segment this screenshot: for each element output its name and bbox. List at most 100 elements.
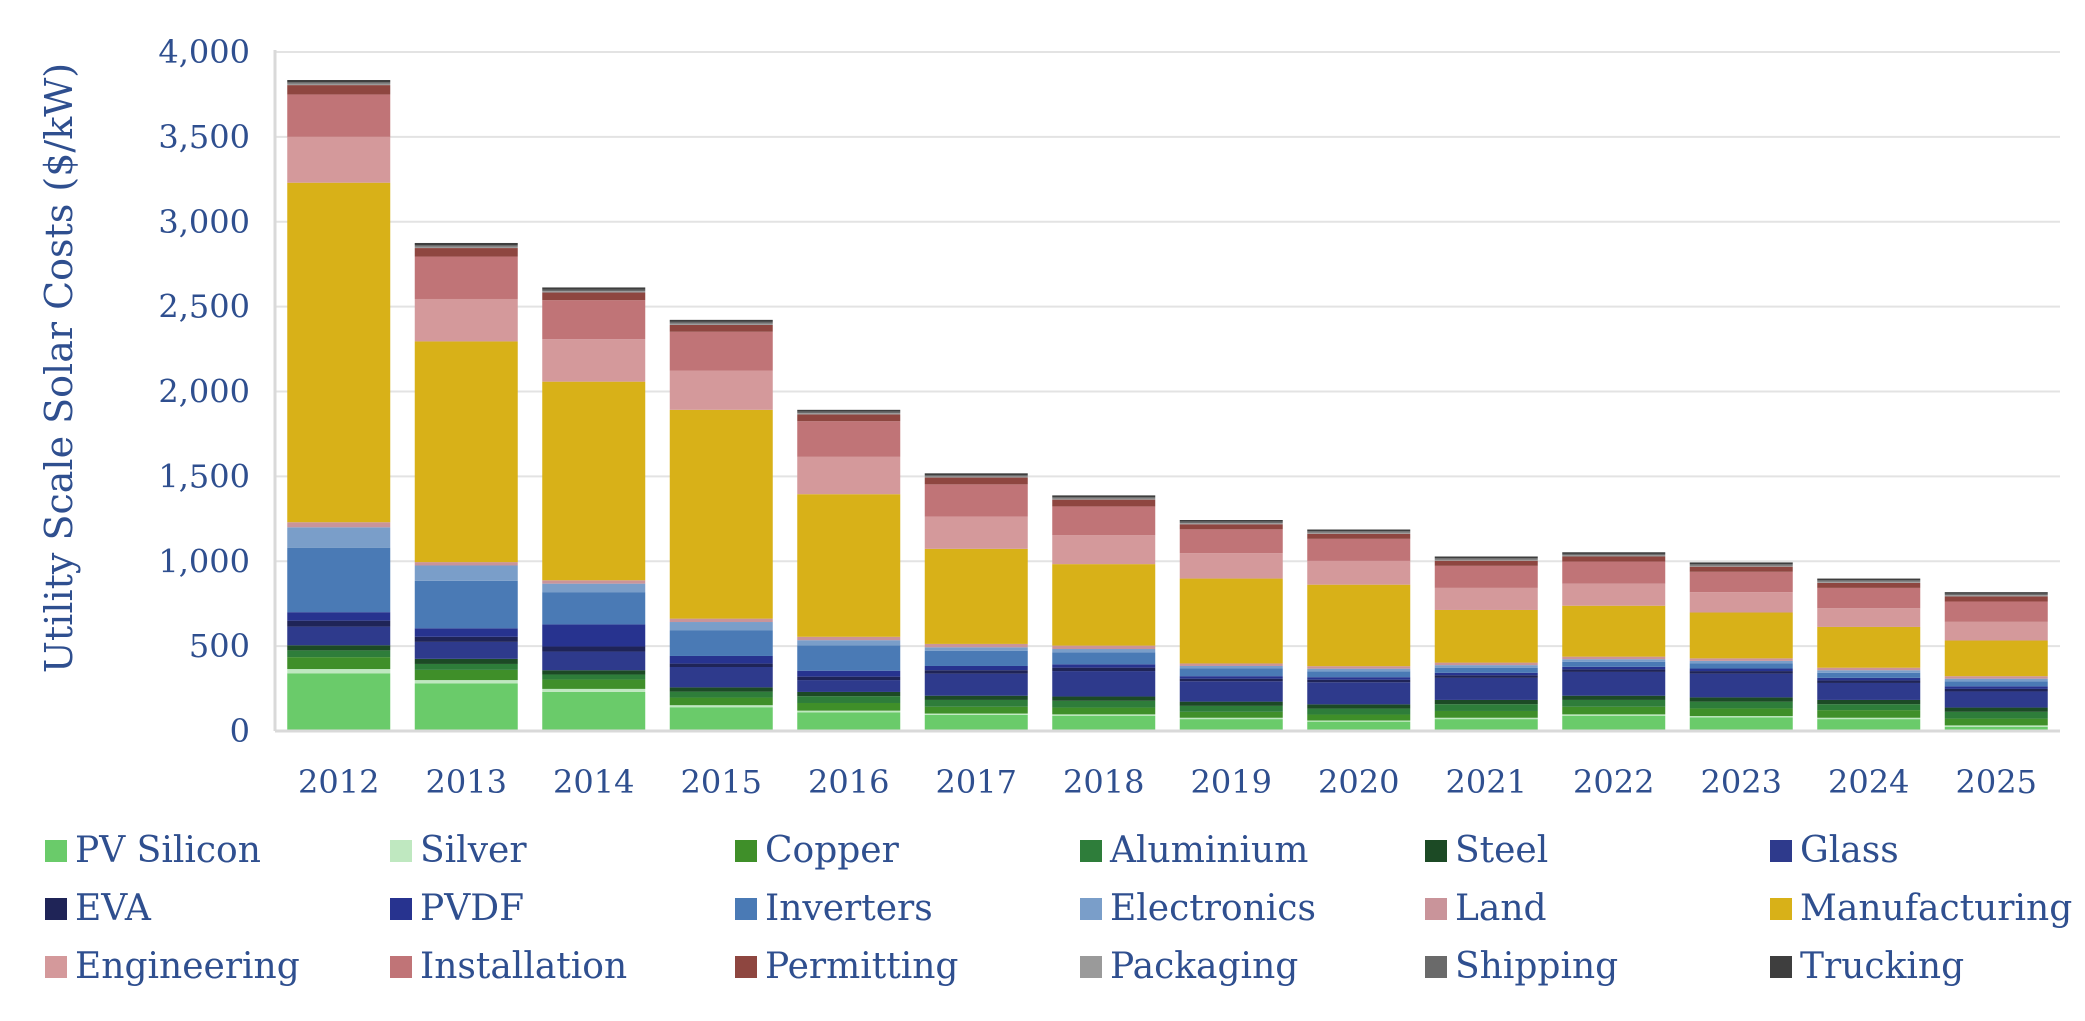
bar-segment bbox=[924, 647, 1028, 651]
legend-label: Electronics bbox=[1110, 888, 1316, 929]
bar-segment bbox=[797, 710, 901, 713]
legend-swatch bbox=[1080, 840, 1102, 862]
x-tick-label: 2013 bbox=[426, 763, 507, 801]
bar-segment bbox=[1817, 580, 1921, 582]
bar-segment bbox=[1179, 523, 1283, 525]
bar-segment bbox=[287, 85, 391, 95]
bar-segment bbox=[1944, 596, 2048, 602]
bar-segment bbox=[1689, 592, 1793, 613]
bar-segment bbox=[669, 618, 773, 623]
bar-segment bbox=[1307, 708, 1411, 715]
y-tick-label: 3,500 bbox=[158, 118, 250, 156]
bar-segment bbox=[1689, 717, 1793, 731]
bar-segment bbox=[1179, 676, 1283, 679]
y-tick-label: 2,000 bbox=[158, 373, 250, 411]
bar-segment bbox=[1434, 699, 1538, 705]
bar-segment bbox=[669, 667, 773, 688]
bar-segment bbox=[1944, 601, 2048, 622]
bar-segment bbox=[1817, 677, 1921, 681]
bar-segment bbox=[669, 663, 773, 668]
bar-segment bbox=[1562, 552, 1666, 554]
bar-segment bbox=[542, 651, 646, 671]
bar-segment bbox=[1689, 612, 1793, 659]
bar-segment bbox=[1562, 706, 1666, 715]
bar-segment bbox=[1052, 497, 1156, 499]
bar-segment bbox=[1307, 538, 1411, 561]
x-tick-label: 2018 bbox=[1063, 763, 1144, 801]
legend-label: Glass bbox=[1800, 830, 1899, 871]
bar-segment bbox=[1562, 715, 1666, 731]
legend-swatch bbox=[390, 840, 412, 862]
bar-segment bbox=[1052, 649, 1156, 653]
bar-segment bbox=[1944, 686, 2048, 689]
bar-segment bbox=[1434, 558, 1538, 560]
bar-segment bbox=[1434, 675, 1538, 678]
y-tick-label: 500 bbox=[189, 627, 250, 665]
bar-segment bbox=[542, 289, 646, 292]
bar-segment bbox=[1052, 715, 1156, 731]
bar-segment bbox=[1817, 704, 1921, 711]
bar-segment bbox=[797, 409, 901, 412]
bar-segment bbox=[1052, 714, 1156, 716]
bar-segment bbox=[414, 298, 518, 342]
bar-segment bbox=[669, 705, 773, 708]
legend-swatch bbox=[735, 898, 757, 920]
bar-segment bbox=[1944, 681, 2048, 687]
bar-segment bbox=[924, 548, 1028, 644]
bar-segment bbox=[414, 680, 518, 684]
bar-segment bbox=[924, 695, 1028, 700]
x-tick-label: 2012 bbox=[298, 763, 379, 801]
bar-segment bbox=[797, 645, 901, 671]
bar-segment bbox=[287, 80, 391, 83]
x-tick-label: 2020 bbox=[1318, 763, 1399, 801]
bar-segment bbox=[287, 547, 391, 613]
bar-segment bbox=[797, 411, 901, 414]
bar-segment bbox=[1689, 697, 1793, 702]
bar-segment bbox=[1052, 700, 1156, 708]
bar-segment bbox=[287, 650, 391, 658]
bar-segment bbox=[1307, 677, 1411, 680]
bar-segment bbox=[669, 323, 773, 325]
bar-segment bbox=[1562, 666, 1666, 670]
bar-segment bbox=[1689, 708, 1793, 717]
bar-segment bbox=[1562, 714, 1666, 716]
bar-segment bbox=[1307, 529, 1411, 532]
bar-segment bbox=[1434, 667, 1538, 673]
bar-segment bbox=[1944, 688, 2048, 692]
bar-segment bbox=[1307, 721, 1411, 731]
bar-segment bbox=[1179, 520, 1283, 522]
bar-segment bbox=[542, 300, 646, 340]
bar-segment bbox=[1562, 659, 1666, 662]
legend-swatch bbox=[1770, 956, 1792, 978]
bar-segment bbox=[797, 696, 901, 703]
bar-segment bbox=[287, 673, 391, 731]
bar-segment bbox=[287, 612, 391, 621]
bar-segment bbox=[1434, 559, 1538, 561]
bar-segment bbox=[797, 456, 901, 495]
bar-segment bbox=[1817, 626, 1921, 668]
bar-segment bbox=[924, 477, 1028, 485]
bar-segment bbox=[1307, 671, 1411, 678]
bar-segment bbox=[924, 475, 1028, 477]
bar-segment bbox=[1817, 587, 1921, 609]
bar-segment bbox=[414, 663, 518, 670]
legend-swatch bbox=[1425, 898, 1447, 920]
bar-segment bbox=[1052, 535, 1156, 565]
x-tick-label: 2019 bbox=[1191, 763, 1272, 801]
bar-segment bbox=[1179, 705, 1283, 712]
bar-segment bbox=[1052, 707, 1156, 715]
bar-segment bbox=[669, 321, 773, 324]
bar-segment bbox=[1179, 681, 1283, 702]
bar-segment bbox=[1817, 710, 1921, 718]
bar-segment bbox=[1307, 720, 1411, 722]
bar-segment bbox=[1689, 565, 1793, 567]
bar-segment bbox=[797, 676, 901, 681]
bar-segment bbox=[542, 592, 646, 625]
bar-segment bbox=[287, 669, 391, 674]
bar-segment bbox=[1052, 564, 1156, 646]
y-tick-label: 2,500 bbox=[158, 288, 250, 326]
bar-segment bbox=[1562, 553, 1666, 556]
bar-segment bbox=[1944, 726, 2048, 731]
bar-segment bbox=[924, 713, 1028, 715]
